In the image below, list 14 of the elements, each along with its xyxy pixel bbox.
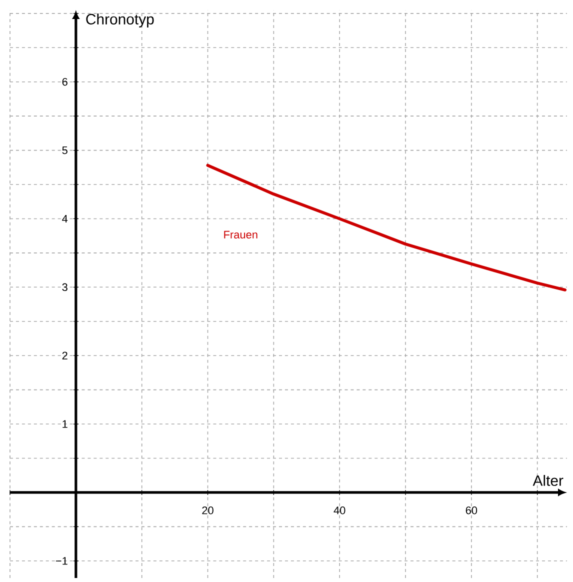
y-axis-title: Chronotyp	[86, 14, 154, 28]
y-tick-label: 6	[62, 78, 68, 86]
y-tick-label: −1	[56, 557, 68, 565]
text: Frauen	[224, 230, 258, 239]
y-tick-label: 4	[62, 214, 68, 222]
x-tick-label: 60	[466, 506, 478, 514]
x-tick-label: 20	[202, 506, 214, 514]
y-tick-label: 5	[62, 146, 68, 154]
y-tick-label: 1	[62, 420, 68, 428]
y-tick-label: 2	[62, 352, 68, 360]
line-series	[206, 164, 567, 292]
x-tick-label: 40	[334, 506, 346, 514]
y-tick-label: 3	[62, 283, 68, 292]
x-axis-title: Alter	[532, 474, 564, 486]
